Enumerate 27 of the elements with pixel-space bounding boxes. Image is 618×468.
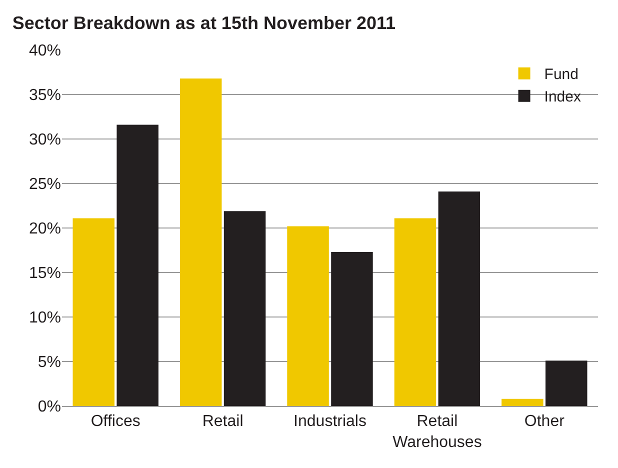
y-tick-label: 20% — [28, 220, 61, 238]
bar — [287, 226, 329, 406]
bar — [546, 360, 588, 406]
bar — [438, 192, 480, 406]
legend-label: Index — [544, 88, 582, 106]
x-tick-label: Other — [524, 413, 566, 430]
chart-title: Sector Breakdown as at 15th November 2011 — [12, 12, 396, 33]
bar — [224, 211, 266, 406]
bar — [394, 218, 436, 406]
y-tick-label: 10% — [28, 310, 61, 327]
bar — [331, 252, 373, 406]
y-tick-label: 5% — [38, 354, 61, 372]
x-tick-label: Offices — [90, 413, 140, 430]
y-tick-label: 15% — [28, 265, 61, 282]
x-tick-label: Industrials — [294, 413, 366, 430]
x-tick-label: Retail — [202, 413, 244, 430]
legend-label: Fund — [544, 66, 578, 84]
bar — [180, 78, 222, 406]
y-tick-label: 35% — [28, 87, 61, 104]
bar — [116, 124, 158, 406]
bar — [502, 398, 544, 406]
y-tick-label: 0% — [38, 398, 61, 416]
bar — [72, 218, 114, 406]
y-tick-label: 30% — [28, 132, 61, 149]
y-tick-label: 40% — [28, 42, 61, 60]
y-tick-label: 25% — [28, 176, 61, 194]
x-tick-label: Retail Warehouses — [392, 413, 482, 451]
